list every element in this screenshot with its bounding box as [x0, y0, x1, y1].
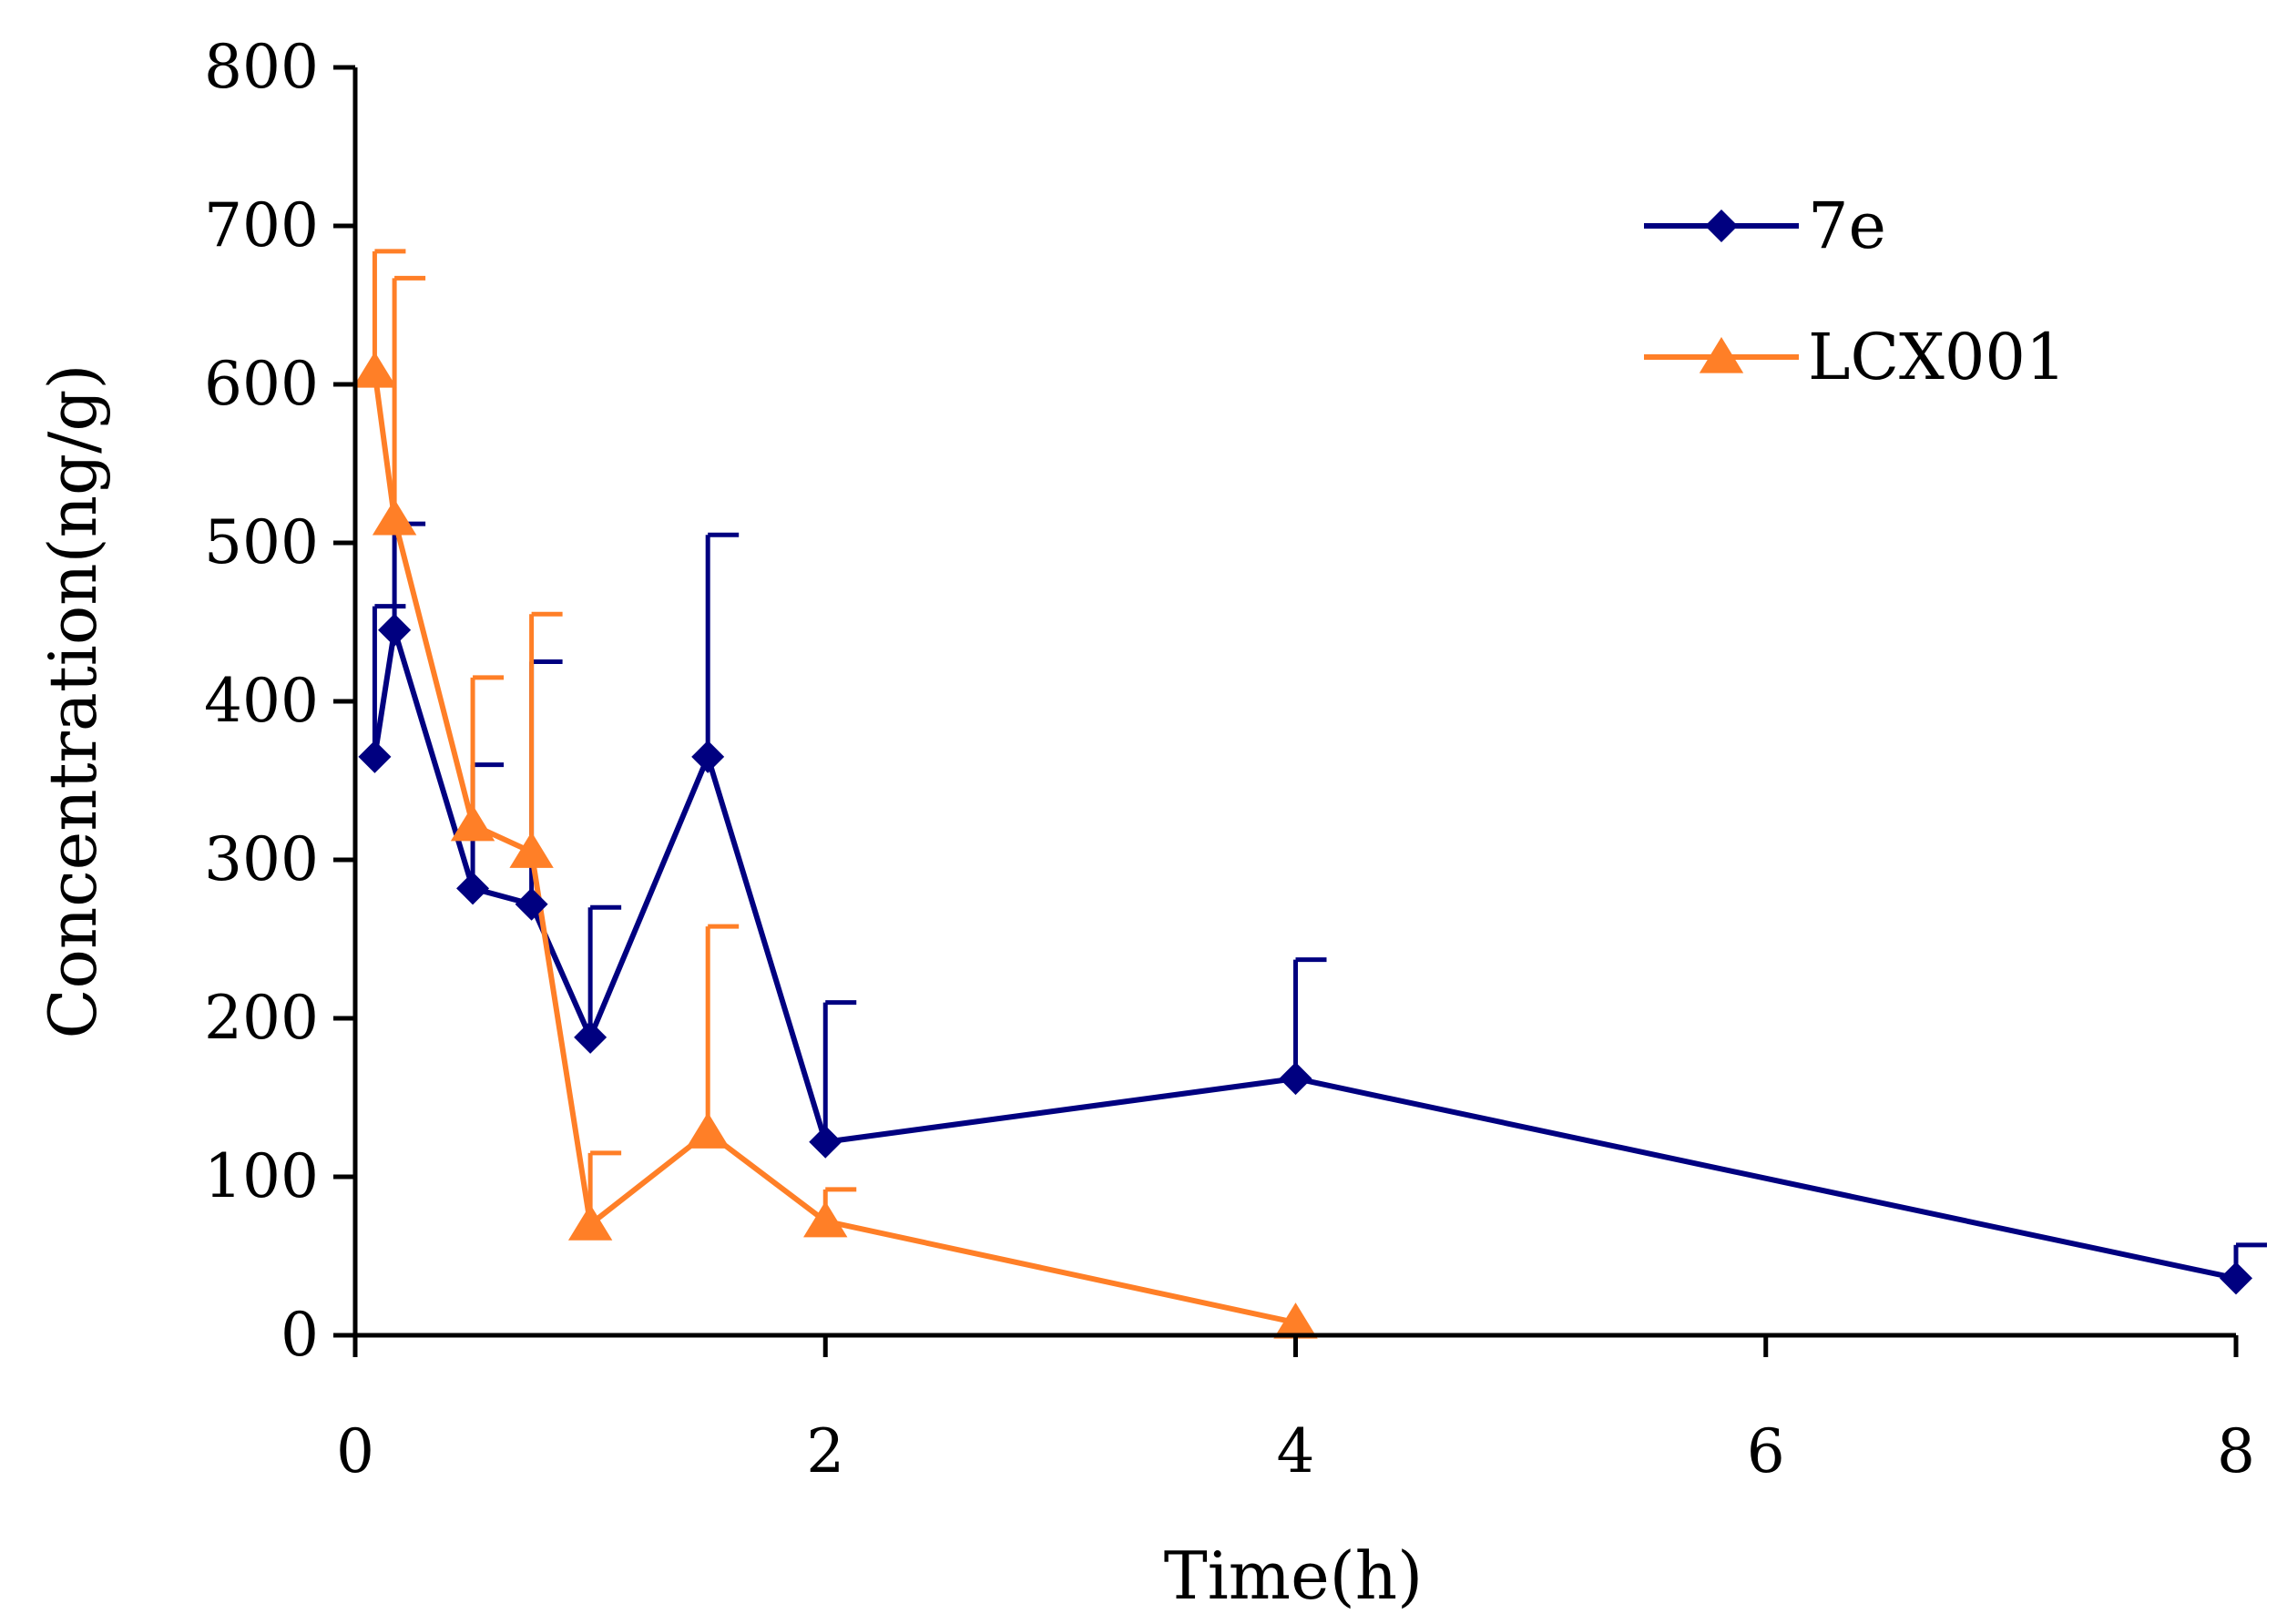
x-tick-label: 0	[336, 1416, 374, 1486]
x-ticks-layer: 0 2 4 6 8	[336, 1335, 2255, 1486]
7e-point	[1279, 1062, 1312, 1096]
lcx001-point	[567, 1204, 613, 1241]
7e-point	[809, 1125, 842, 1159]
y-tick-label: 100	[204, 1141, 319, 1211]
series-lines-layer	[372, 371, 2237, 1326]
x-axis-title: Time(h)	[1164, 1537, 1423, 1614]
7e-series-line	[372, 627, 2237, 1282]
x-tick-label: 6	[1747, 1416, 1785, 1486]
y-tick-label: 700	[204, 190, 319, 260]
lcx001-point	[1273, 1302, 1318, 1339]
legend-7e-marker	[1705, 209, 1738, 242]
lcx001-series-line	[372, 371, 1297, 1326]
y-axis-title: Concentration(ng/g)	[35, 363, 111, 1038]
7e-point	[515, 887, 548, 921]
x-tick-label: 8	[2217, 1416, 2255, 1486]
7e-point	[456, 872, 490, 905]
legend-lcx001-marker	[1699, 337, 1744, 373]
x-tick-label: 2	[806, 1416, 844, 1486]
lcx001-point	[372, 498, 417, 536]
legend-7e-label: 7e	[1808, 189, 1886, 263]
y-tick-label: 300	[204, 824, 319, 894]
y-tick-label: 600	[204, 349, 319, 419]
y-ticks-layer: 0 100 200 300 400 500 600 700 800	[204, 32, 355, 1370]
7e-point	[2220, 1261, 2252, 1295]
legend-lcx001-label: LCX001	[1808, 320, 2067, 394]
legend: 7e LCX001	[1644, 189, 2067, 394]
lcx001-point	[509, 832, 554, 868]
7e-point	[378, 613, 412, 647]
error-bars-layer	[372, 249, 2267, 1279]
7e-point	[358, 740, 392, 773]
y-tick-label: 800	[204, 32, 319, 102]
y-tick-label: 400	[204, 666, 319, 736]
7e-point	[574, 1020, 607, 1054]
x-tick-label: 4	[1277, 1416, 1315, 1486]
y-tick-label: 500	[204, 507, 319, 577]
markers-layer	[352, 352, 2252, 1339]
y-tick-label: 0	[281, 1300, 319, 1370]
y-tick-label: 200	[204, 983, 319, 1053]
lcx001-point	[352, 352, 397, 388]
lcx001-point	[685, 1112, 730, 1149]
7e-point	[691, 740, 725, 773]
lcx001-point	[450, 804, 495, 842]
lcx001-point	[803, 1200, 848, 1238]
